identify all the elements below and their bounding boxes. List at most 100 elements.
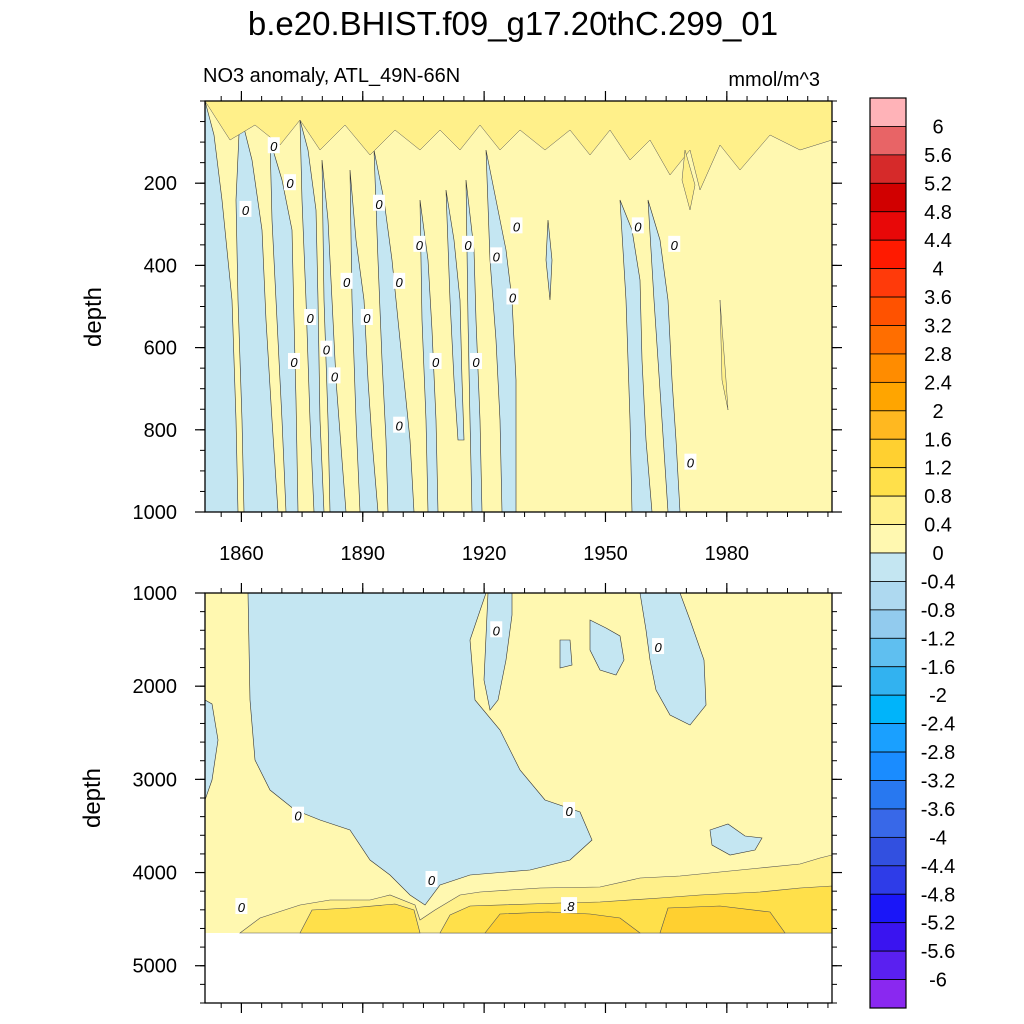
contour-label-box bbox=[652, 638, 665, 655]
colorbar-swatch bbox=[869, 353, 907, 383]
contour-label-box bbox=[413, 235, 426, 252]
colorbar-label: 3.2 bbox=[924, 316, 952, 338]
lower-positive-12 bbox=[484, 905, 786, 934]
colorbar-swatch bbox=[869, 893, 907, 924]
colorbar-swatch bbox=[869, 182, 907, 213]
x-tick-label: 1980 bbox=[705, 543, 750, 565]
lower-missing-data bbox=[205, 933, 832, 1003]
contour-label: 0 bbox=[286, 176, 294, 191]
colorbar-swatch bbox=[869, 467, 907, 497]
colorbar-label: -4 bbox=[929, 827, 947, 849]
colorbar-label: -4.4 bbox=[921, 856, 955, 878]
contour-label-box bbox=[490, 247, 503, 264]
colorbar-label: -1.6 bbox=[921, 657, 955, 679]
colorbar-swatch bbox=[869, 524, 907, 554]
colorbar-swatch bbox=[869, 97, 907, 127]
colorbar-label: 4.4 bbox=[924, 230, 952, 252]
contour-label-box bbox=[684, 453, 697, 470]
colorbar-label: 4.8 bbox=[924, 202, 952, 224]
y-tick-label: 1000 bbox=[133, 583, 178, 605]
upper-panel: 200 400 600 800 1000 1860 1890 1920 1950 1980 de… bbox=[80, 91, 842, 565]
colorbar-swatch bbox=[869, 325, 907, 355]
x-tick-label: 1860 bbox=[219, 543, 264, 565]
colorbar-label: -0.8 bbox=[921, 600, 955, 622]
colorbar-swatch bbox=[869, 268, 907, 298]
lower-y-ticks: 1000 2000 3000 4000 5000 bbox=[133, 583, 842, 1004]
colorbar-swatch bbox=[869, 836, 907, 867]
upper-x-ticks: 1860 1890 1920 1950 1980 bbox=[219, 91, 829, 565]
contour-label-box bbox=[235, 898, 248, 915]
variable-label: NO3 anomaly, ATL_49N-66N bbox=[203, 65, 460, 87]
colorbar-swatch bbox=[869, 780, 907, 810]
colorbar-label: -5.2 bbox=[921, 913, 955, 935]
contour-label-box bbox=[292, 806, 305, 823]
contour-label: 0 bbox=[238, 900, 246, 915]
y-tick-label: 400 bbox=[144, 255, 177, 277]
contour-label-box bbox=[372, 194, 385, 211]
contour-label-box bbox=[561, 897, 578, 914]
contour-label: 0 bbox=[242, 203, 250, 218]
x-tick-label: 1890 bbox=[341, 543, 386, 565]
colorbar-label: 2.4 bbox=[924, 372, 952, 394]
colorbar-swatch bbox=[869, 154, 907, 184]
x-tick-label: 1920 bbox=[462, 543, 507, 565]
colorbar-swatch bbox=[869, 637, 907, 668]
contour-label-box bbox=[320, 340, 333, 357]
colorbar-label: 5.6 bbox=[924, 145, 952, 167]
colorbar-swatch bbox=[869, 950, 907, 980]
colorbar-label: -2.4 bbox=[921, 714, 955, 736]
contour-label: 0 bbox=[687, 456, 695, 471]
contour-label: 0 bbox=[513, 219, 521, 234]
lower-x-ticks bbox=[220, 583, 829, 1013]
colorbar-label: -5.6 bbox=[921, 941, 955, 963]
upper-positive-streaks bbox=[205, 101, 832, 411]
colorbar-frame bbox=[869, 97, 907, 1009]
y-tick-label: 2000 bbox=[133, 676, 178, 698]
colorbar-label: -0.4 bbox=[921, 571, 955, 593]
contour-label: 0 bbox=[294, 809, 302, 824]
colorbar-label: -1.2 bbox=[921, 628, 955, 650]
lower-negative-regions bbox=[205, 593, 763, 906]
colorbar-swatch bbox=[869, 808, 907, 838]
lower-panel: 1000 2000 3000 4000 5000 depth 0 0 0 0 0 0 .8 bbox=[79, 583, 842, 1013]
colorbar-swatch bbox=[869, 581, 907, 611]
contour-label-box bbox=[360, 309, 373, 326]
colorbar-swatch bbox=[869, 922, 907, 952]
lower-y-axis-label: depth bbox=[79, 768, 106, 828]
colorbar-swatch bbox=[869, 438, 907, 469]
colorbar-swatch bbox=[869, 211, 907, 241]
contour-label: 0 bbox=[493, 623, 501, 638]
y-tick-label: 4000 bbox=[133, 863, 178, 885]
colorbar-label: -3.2 bbox=[921, 771, 955, 793]
colorbar-label: 6 bbox=[932, 116, 943, 138]
contour-label-box bbox=[470, 352, 483, 369]
contour-label-box bbox=[393, 416, 406, 433]
contour-label: 0 bbox=[270, 139, 278, 154]
contour-label: 0 bbox=[343, 275, 351, 290]
colorbar-label: 2.8 bbox=[924, 344, 952, 366]
contour-label: 0 bbox=[565, 804, 573, 819]
contour-label-box bbox=[267, 137, 280, 154]
colorbar-swatch bbox=[869, 865, 907, 895]
colorbar-swatch bbox=[869, 979, 907, 1009]
y-tick-label: 800 bbox=[144, 420, 177, 442]
contour-label-box bbox=[563, 802, 576, 819]
colorbar-swatch bbox=[869, 723, 907, 753]
contour-label-box bbox=[283, 174, 296, 191]
colorbar-swatch bbox=[869, 126, 907, 156]
colorbar-label: 0 bbox=[932, 543, 943, 565]
units-label: mmol/m^3 bbox=[728, 69, 820, 91]
contour-label: 0 bbox=[671, 238, 679, 253]
colorbar-swatch bbox=[869, 381, 907, 412]
colorbar-swatch bbox=[869, 552, 907, 582]
colorbar-label: 4 bbox=[932, 259, 943, 281]
colorbar-label: 1.2 bbox=[924, 458, 952, 480]
y-tick-label: 200 bbox=[144, 173, 177, 195]
contour-label-box bbox=[340, 272, 353, 289]
contour-label-box bbox=[393, 272, 406, 289]
contour-label-box bbox=[425, 871, 438, 887]
colorbar-label: -2 bbox=[929, 685, 947, 707]
colorbar-label: 0.4 bbox=[924, 515, 952, 537]
